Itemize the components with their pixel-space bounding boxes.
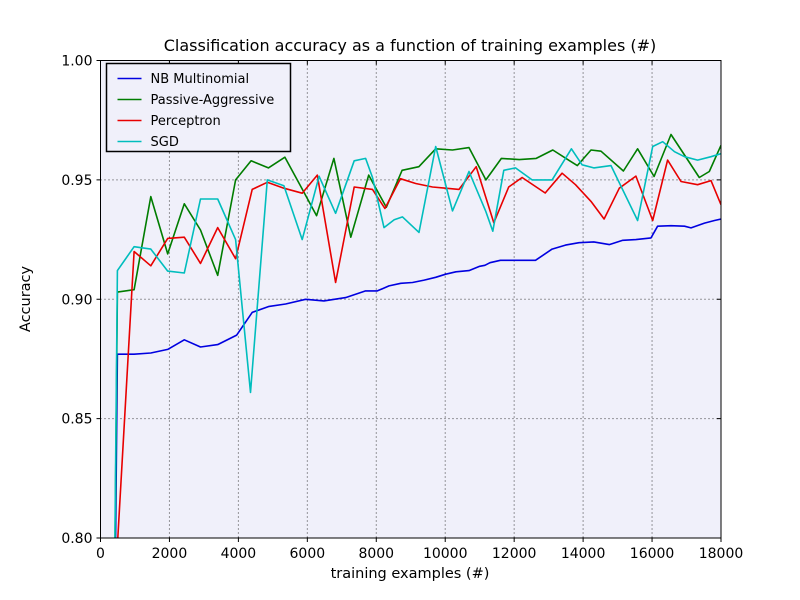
legend-label: Passive-Aggressive xyxy=(151,93,275,108)
x-tick-label: 8000 xyxy=(358,546,394,562)
x-tick-label: 10000 xyxy=(423,546,468,562)
x-tick-label: 18000 xyxy=(699,546,744,562)
y-tick-label: 0.95 xyxy=(61,173,92,189)
x-tick-label: 16000 xyxy=(630,546,675,562)
x-tick-label: 0 xyxy=(96,546,105,562)
x-tick-label: 4000 xyxy=(221,546,257,562)
chart-title: Classification accuracy as a function of… xyxy=(164,36,657,55)
plot-area: 0 2000 4000 6000 8000 10000 12000 14000 16000 180… xyxy=(61,54,743,563)
y-axis-label: Accuracy xyxy=(18,265,34,332)
y-tick-label: 0.90 xyxy=(61,292,92,308)
ticks xyxy=(96,60,722,542)
x-tick-label: 12000 xyxy=(492,546,537,562)
legend-label: Perceptron xyxy=(151,114,221,129)
y-tick-label: 0.80 xyxy=(61,531,92,547)
series-line-perceptron xyxy=(117,159,721,538)
x-axis-label: training examples (#) xyxy=(331,566,490,582)
x-tick-label: 6000 xyxy=(290,546,326,562)
legend-label: SGD xyxy=(151,135,179,150)
series-line-nb-multinomial xyxy=(114,218,721,538)
y-tick-label: 1.00 xyxy=(61,54,92,70)
series-line-sgd xyxy=(114,140,721,538)
series-layer xyxy=(114,133,721,538)
tick-labels: 0 2000 4000 6000 8000 10000 12000 14000 16000 180… xyxy=(61,54,743,563)
y-tick-label: 0.85 xyxy=(61,412,92,428)
x-tick-label: 14000 xyxy=(561,546,606,562)
series-line-passive-aggressive xyxy=(114,133,721,538)
x-tick-label: 2000 xyxy=(152,546,188,562)
legend: NB Multinomial Passive-Aggressive Perceptr… xyxy=(105,62,292,153)
legend-label: NB Multinomial xyxy=(151,72,250,87)
